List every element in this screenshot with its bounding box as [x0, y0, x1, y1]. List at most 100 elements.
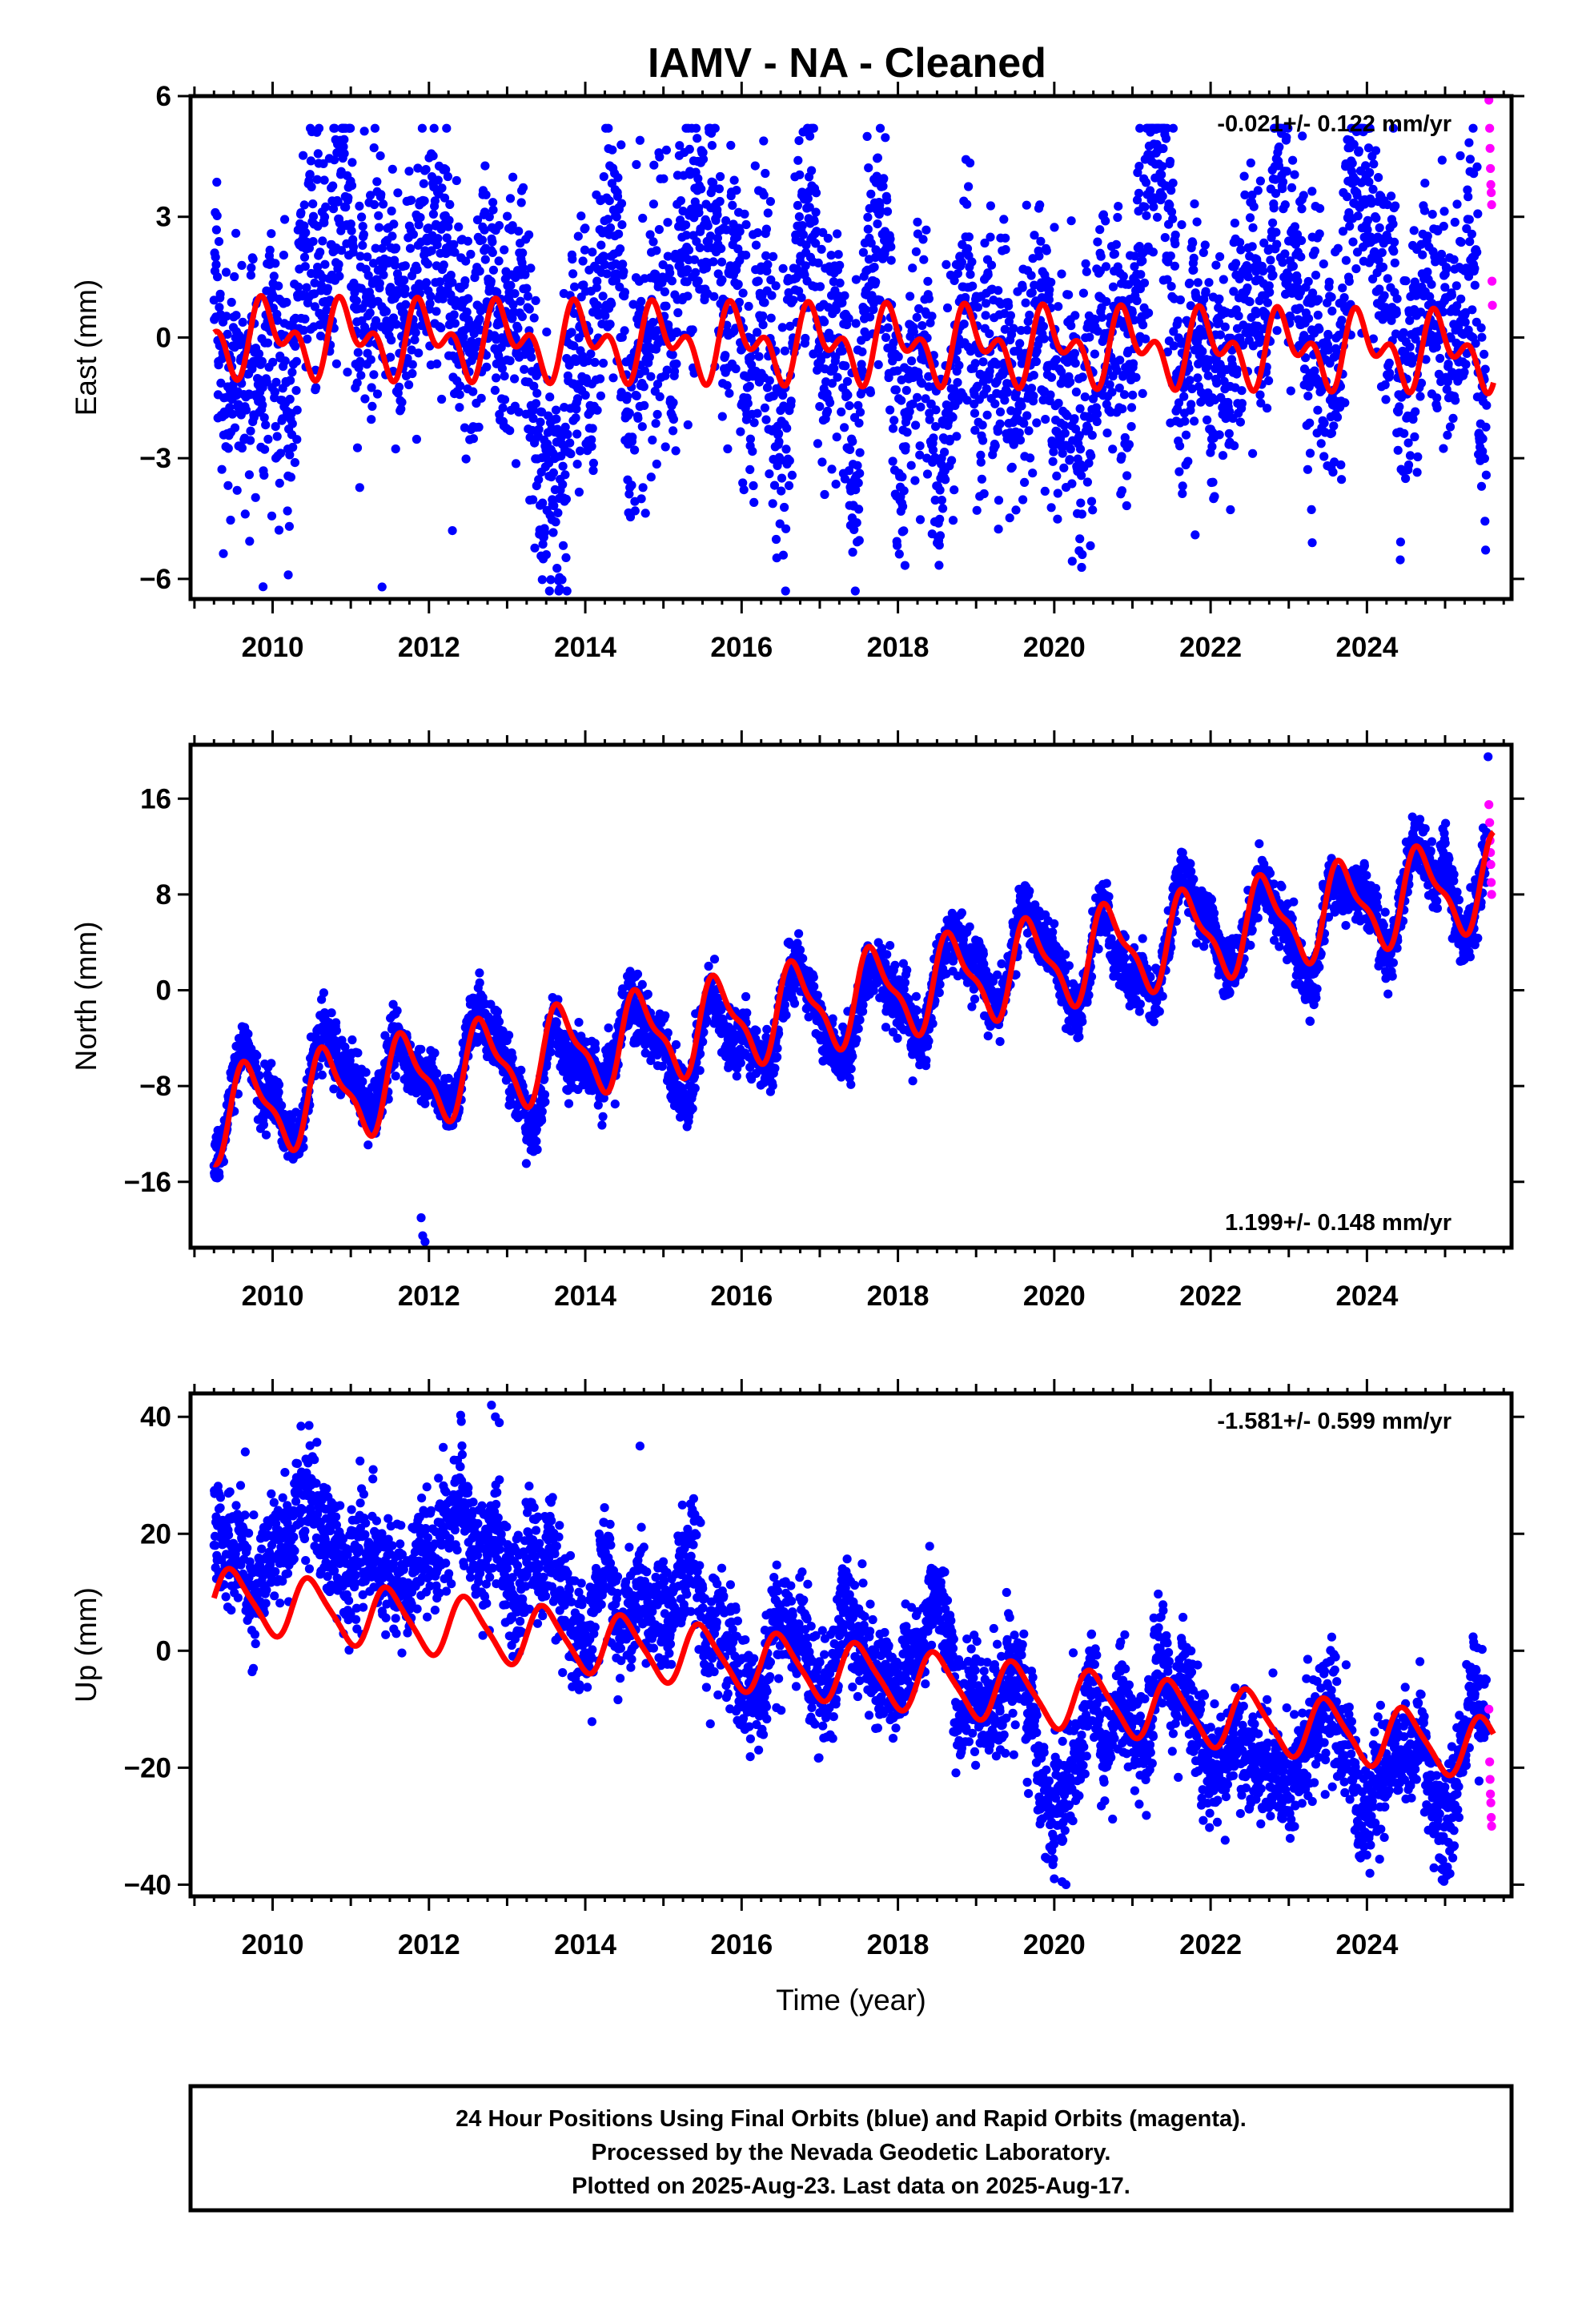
- rapid-orbit-point: [1488, 300, 1497, 310]
- final-orbit-point: [317, 995, 327, 1004]
- final-orbit-point: [212, 211, 222, 220]
- final-orbit-point: [1258, 267, 1268, 276]
- final-orbit-point: [391, 320, 401, 329]
- final-orbit-point: [596, 391, 606, 400]
- final-orbit-point: [221, 267, 231, 277]
- final-orbit-point: [534, 475, 544, 485]
- final-orbit-point: [363, 252, 372, 262]
- final-orbit-point: [374, 223, 384, 232]
- final-orbit-point: [1022, 411, 1032, 420]
- final-orbit-point: [313, 263, 323, 272]
- final-orbit-point: [753, 408, 762, 418]
- final-orbit-point: [306, 156, 315, 166]
- final-orbit-point: [538, 540, 548, 549]
- final-orbit-point: [312, 175, 322, 184]
- final-orbit-point: [494, 256, 504, 266]
- final-orbit-point: [439, 260, 448, 270]
- final-orbit-point: [412, 434, 422, 444]
- final-orbit-point: [230, 423, 240, 432]
- final-orbit-point: [907, 356, 917, 366]
- final-orbit-point: [503, 211, 512, 221]
- final-orbit-point: [251, 1063, 261, 1073]
- final-orbit-point: [1218, 451, 1228, 460]
- final-orbit-point: [305, 170, 315, 179]
- final-orbit-point: [833, 250, 843, 259]
- final-orbit-point: [1259, 238, 1269, 247]
- final-orbit-point: [1219, 376, 1229, 386]
- final-orbit-point: [744, 301, 753, 312]
- final-orbit-point: [661, 145, 672, 155]
- final-orbit-point: [1255, 176, 1265, 186]
- final-orbit-point: [343, 193, 353, 203]
- final-orbit-point: [848, 547, 857, 557]
- final-orbit-point: [929, 433, 938, 443]
- final-orbit-point: [333, 197, 343, 207]
- final-orbit-point: [1409, 226, 1419, 235]
- final-orbit-point: [432, 1069, 442, 1079]
- final-orbit-point: [947, 456, 957, 465]
- final-orbit-point: [592, 276, 602, 286]
- final-orbit-point: [777, 323, 787, 332]
- final-orbit-point: [280, 356, 290, 366]
- final-orbit-point: [917, 321, 927, 331]
- final-orbit-point: [663, 251, 673, 261]
- final-orbit-point: [866, 189, 876, 199]
- final-orbit-point: [671, 446, 681, 456]
- final-orbit-point: [361, 1068, 371, 1077]
- final-orbit-point: [588, 465, 598, 476]
- rapid-orbit-point: [1486, 179, 1496, 190]
- final-orbit-point: [1224, 428, 1234, 439]
- final-orbit-point: [419, 179, 428, 188]
- final-orbit-point: [994, 286, 1003, 296]
- final-orbit-point: [223, 329, 232, 339]
- final-orbit-point: [780, 502, 789, 513]
- final-orbit-point: [618, 259, 628, 269]
- final-orbit-point: [1313, 405, 1323, 415]
- final-orbit-point: [291, 341, 300, 351]
- final-orbit-point: [746, 352, 756, 362]
- final-orbit-point: [982, 410, 992, 420]
- final-orbit-point: [950, 275, 959, 285]
- final-orbit-point: [1017, 401, 1026, 411]
- final-orbit-point: [966, 347, 975, 356]
- final-orbit-point: [645, 230, 655, 239]
- final-orbit-point: [669, 367, 680, 376]
- final-orbit-point: [1214, 318, 1224, 328]
- final-orbit-point: [999, 215, 1009, 224]
- final-orbit-point: [304, 243, 314, 253]
- final-orbit-point: [1180, 416, 1190, 426]
- final-orbit-point: [420, 196, 429, 206]
- final-orbit-point: [1019, 419, 1029, 428]
- final-orbit-point: [741, 219, 751, 230]
- final-orbit-point: [643, 336, 652, 345]
- final-orbit-point: [1380, 380, 1390, 390]
- final-orbit-point: [931, 405, 941, 415]
- final-orbit-point: [1021, 298, 1030, 308]
- final-orbit-point: [942, 259, 951, 269]
- final-orbit-point: [472, 215, 483, 225]
- final-orbit-point: [432, 307, 441, 316]
- final-orbit-point: [505, 194, 516, 203]
- final-orbit-point: [953, 378, 962, 388]
- final-orbit-point: [1364, 177, 1374, 187]
- final-orbit-point: [1465, 237, 1475, 247]
- final-orbit-point: [986, 260, 997, 270]
- final-orbit-point: [400, 284, 410, 294]
- final-orbit-point: [940, 448, 950, 457]
- final-orbit-point: [404, 167, 414, 176]
- final-orbit-point: [596, 240, 606, 250]
- final-orbit-point: [389, 219, 399, 229]
- final-orbit-point: [855, 468, 865, 478]
- final-orbit-point: [319, 212, 330, 222]
- final-orbit-point: [475, 267, 484, 276]
- final-orbit-point: [463, 236, 473, 246]
- final-orbit-point: [1078, 549, 1087, 560]
- final-orbit-point: [572, 404, 581, 414]
- final-orbit-point: [430, 1048, 440, 1058]
- final-orbit-point: [1332, 412, 1343, 422]
- final-orbit-point: [785, 456, 794, 465]
- final-orbit-point: [1472, 247, 1482, 257]
- final-orbit-point: [703, 221, 713, 231]
- final-orbit-point: [1034, 251, 1044, 261]
- final-orbit-point: [449, 310, 459, 320]
